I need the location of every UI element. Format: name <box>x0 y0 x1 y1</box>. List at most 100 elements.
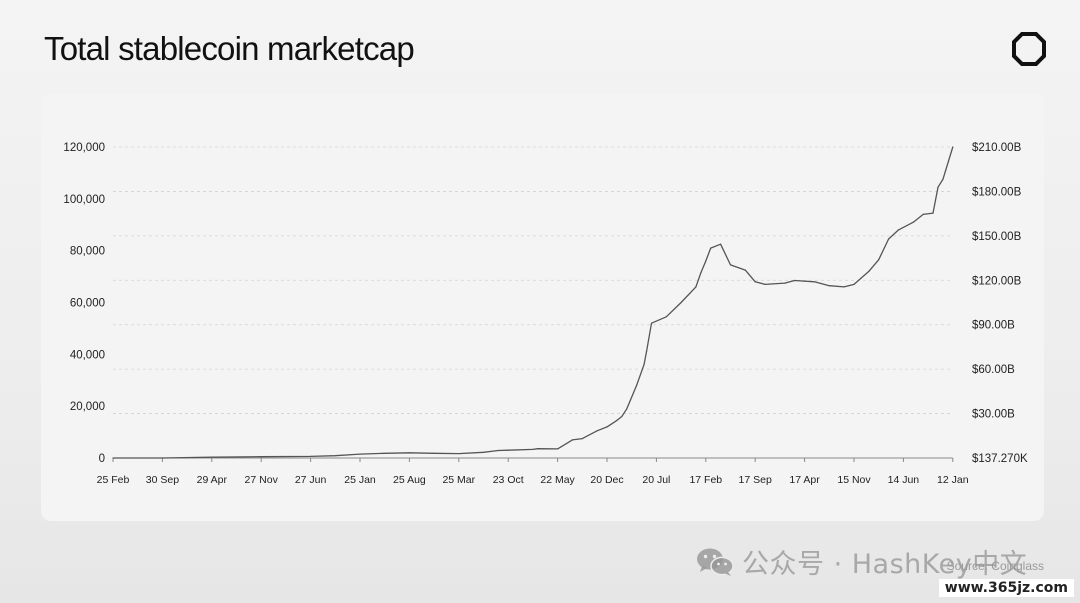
data-point <box>606 426 608 428</box>
x-tick-label: 27 Jun <box>295 474 327 486</box>
y-right-tick-label: $180.00B <box>972 186 1022 198</box>
data-point <box>868 270 870 272</box>
y-left-tick-label: 100,000 <box>63 194 105 206</box>
x-tick-label: 22 May <box>540 474 575 486</box>
data-point <box>952 146 954 148</box>
y-right-tick-label: $120.00B <box>972 275 1022 287</box>
data-point <box>729 264 732 266</box>
data-point <box>695 286 697 288</box>
data-point <box>260 456 262 458</box>
data-point <box>557 448 559 450</box>
y-left-tick-label: 120,000 <box>63 142 105 154</box>
y-right-tick-label: $210.00B <box>972 142 1022 154</box>
y-left-tick-label: 60,000 <box>70 298 105 310</box>
data-point <box>813 281 816 283</box>
watermark-text: 公众号 · HashKey中文 <box>742 549 1028 580</box>
x-tick-label: 20 Jul <box>642 474 670 486</box>
data-point <box>334 455 336 457</box>
data-point <box>626 408 628 410</box>
x-tick-label: 25 Feb <box>97 474 130 486</box>
data-point <box>621 415 623 418</box>
y-right-tick-label: $60.00B <box>972 364 1015 376</box>
y-right-tick-label: $90.00B <box>972 320 1015 332</box>
y-axis-left-labels: 0 20,000 40,000 60,000 80,000 100,000 120,000 <box>63 142 105 465</box>
wechat-icon <box>697 548 734 576</box>
data-point <box>537 448 539 450</box>
data-point <box>507 449 509 451</box>
data-point <box>853 283 855 285</box>
data-point <box>764 283 766 285</box>
data-point <box>161 457 163 459</box>
data-point <box>433 452 435 454</box>
data-point <box>912 221 914 223</box>
data-point <box>922 213 924 215</box>
data-point <box>710 247 712 249</box>
data-point <box>616 419 618 421</box>
x-tick-label: 17 Sep <box>739 474 772 486</box>
source-label: Source: Coinglass <box>946 559 1044 573</box>
chart-axes <box>112 457 954 462</box>
data-point <box>888 238 890 240</box>
x-tick-label: 15 Nov <box>837 474 871 486</box>
data-point <box>784 282 786 284</box>
data-point <box>112 457 114 459</box>
data-point <box>571 439 574 441</box>
data-point <box>497 449 499 452</box>
x-tick-label: 25 Mar <box>442 474 475 486</box>
data-point <box>680 301 682 304</box>
page-title: Total stablecoin marketcap <box>44 30 415 67</box>
data-point <box>794 279 796 282</box>
data-point <box>359 453 361 455</box>
x-tick-label: 30 Sep <box>146 474 179 486</box>
data-point <box>408 452 410 454</box>
data-point <box>384 452 386 454</box>
x-tick-label: 27 Nov <box>245 474 279 486</box>
chart-card <box>41 93 1044 521</box>
x-tick-label: 25 Aug <box>393 474 426 486</box>
data-point <box>636 384 638 386</box>
data-point <box>482 451 485 453</box>
y-right-tick-label: $137.270K <box>972 453 1028 465</box>
y-left-tick-label: 20,000 <box>70 401 105 413</box>
x-tick-label: 17 Feb <box>689 474 722 486</box>
site-watermark: www.365jz.com <box>938 579 1074 597</box>
data-point <box>828 285 830 287</box>
data-point <box>937 186 939 188</box>
data-point <box>754 281 756 283</box>
y-right-tick-label: $30.00B <box>972 409 1015 421</box>
x-tick-label: 12 Jan <box>937 474 969 486</box>
y-left-tick-label: 40,000 <box>70 349 105 361</box>
data-point <box>211 456 213 458</box>
y-right-tick-label: $150.00B <box>972 231 1022 243</box>
data-point <box>843 286 845 288</box>
x-tick-label: 29 Apr <box>197 474 228 486</box>
data-point <box>897 229 900 231</box>
data-point <box>878 259 880 261</box>
data-point <box>744 269 746 271</box>
data-point <box>650 322 653 324</box>
grid-lines <box>113 146 953 414</box>
x-tick-label: 25 Jan <box>344 474 376 486</box>
data-point <box>596 430 598 432</box>
data-point <box>720 243 722 245</box>
x-tick-label: 23 Oct <box>493 474 524 486</box>
data-point <box>942 178 944 180</box>
data-point <box>705 260 707 262</box>
data-point <box>581 438 583 440</box>
data-point <box>310 455 312 457</box>
data-point <box>700 272 702 274</box>
y-left-tick-label: 0 <box>99 453 105 465</box>
y-left-tick-label: 80,000 <box>70 246 105 258</box>
data-point <box>645 351 648 353</box>
series-group <box>112 146 954 459</box>
data-point <box>932 212 934 214</box>
brand-logo-icon <box>1012 32 1046 66</box>
x-tick-label: 17 Apr <box>789 474 820 486</box>
y-axis-right-labels: $137.270K $30.00B $60.00B $90.00B $120.00B $1… <box>972 142 1028 465</box>
x-tick-label: 14 Jun <box>888 474 920 486</box>
data-point <box>643 364 645 366</box>
data-point <box>665 316 667 318</box>
data-point <box>532 448 534 450</box>
series-line <box>113 146 954 459</box>
